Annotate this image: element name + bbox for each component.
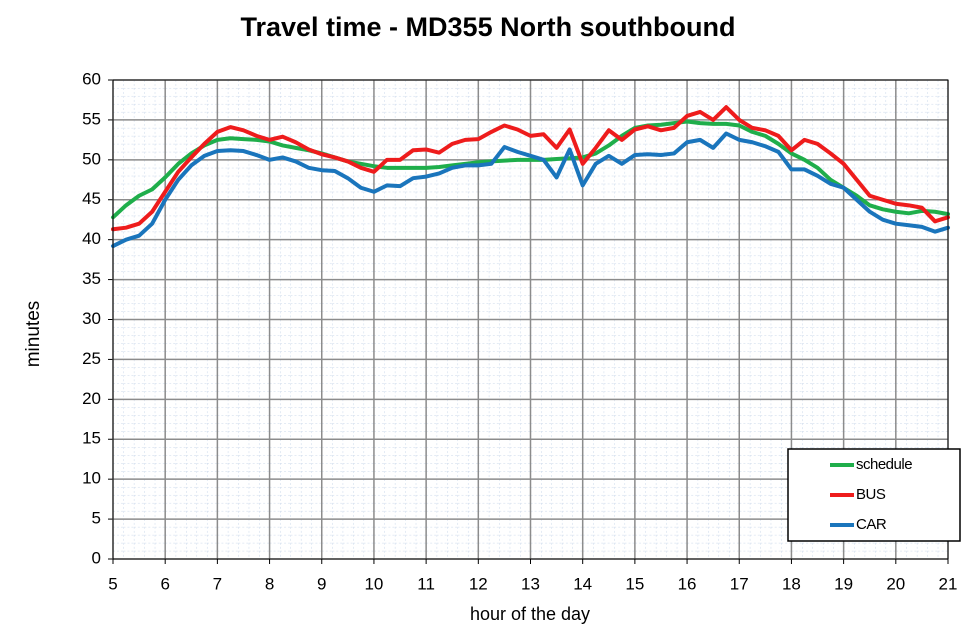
y-tick-label: 15 xyxy=(82,429,101,448)
plot-frame xyxy=(112,79,949,560)
lines xyxy=(111,105,950,249)
x-tick-label: 12 xyxy=(469,574,488,593)
legend-label: schedule xyxy=(856,456,912,473)
legend-label: CAR xyxy=(856,516,887,533)
x-tick-label: 9 xyxy=(317,574,326,593)
y-tick-label: 35 xyxy=(82,269,101,288)
y-tick-label: 40 xyxy=(82,229,101,248)
x-tick-label: 19 xyxy=(834,574,853,593)
y-tick-label: 30 xyxy=(82,309,101,328)
y-tick-label: 25 xyxy=(82,349,101,368)
x-tick-label: 6 xyxy=(160,574,169,593)
y-tick-label: 45 xyxy=(82,189,101,208)
legend-label: BUS xyxy=(856,486,886,503)
x-tick-label: 21 xyxy=(939,574,958,593)
legend: schedule BUS CAR xyxy=(787,448,961,542)
x-tick-label: 18 xyxy=(782,574,801,593)
y-axis-label: minutes xyxy=(23,301,44,368)
series-line xyxy=(111,105,950,232)
x-tick-label: 15 xyxy=(625,574,644,593)
y-tick-label: 10 xyxy=(82,469,101,488)
x-tick-label: 17 xyxy=(730,574,749,593)
y-tick-label: 0 xyxy=(92,548,101,567)
y-tick-label: 55 xyxy=(82,109,101,128)
x-tick-label: 8 xyxy=(265,574,274,593)
x-tick-label: 10 xyxy=(364,574,383,593)
y-tick-label: 60 xyxy=(82,69,101,88)
x-tick-label: 5 xyxy=(108,574,117,593)
y-tick-label: 50 xyxy=(82,149,101,168)
x-tick-label: 11 xyxy=(417,574,435,593)
y-tick-label: 20 xyxy=(82,389,101,408)
x-tick-label: 7 xyxy=(213,574,222,593)
chart-title: Travel time - MD355 North southbound xyxy=(240,12,735,42)
grid xyxy=(108,79,949,564)
series-line xyxy=(111,119,950,220)
x-tick-label: 14 xyxy=(573,574,592,593)
y-tick-label: 5 xyxy=(92,509,101,528)
x-tick-label: 13 xyxy=(521,574,540,593)
x-tick-label: 20 xyxy=(886,574,905,593)
legend-box xyxy=(787,448,961,542)
x-axis-label: hour of the day xyxy=(470,604,590,624)
x-tick-label: 16 xyxy=(678,574,697,593)
series-line xyxy=(111,131,950,249)
